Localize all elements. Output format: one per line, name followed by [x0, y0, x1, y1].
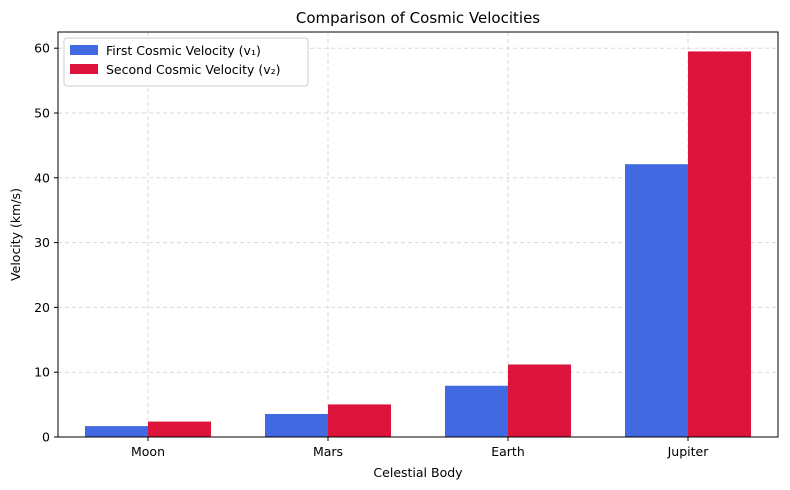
- legend: First Cosmic Velocity (v₁) Second Cosmic …: [63, 37, 309, 87]
- bar-v1-earth: [445, 385, 508, 437]
- bar-v1-moon: [85, 426, 148, 437]
- x-tick-label: Jupiter: [667, 444, 710, 459]
- bar-v2-jupiter: [688, 51, 751, 437]
- y-tick-label: 40: [34, 170, 50, 185]
- legend-label-v1: First Cosmic Velocity (v₁): [106, 43, 261, 58]
- y-axis-ticks: 0 10 20 30 40 50 60: [34, 41, 58, 445]
- legend-swatch-v1: [70, 45, 98, 55]
- plot-frame: [57, 31, 779, 438]
- x-tick-label: Moon: [131, 444, 165, 459]
- legend-label-v2: Second Cosmic Velocity (v₂): [106, 62, 281, 77]
- bars: [85, 51, 751, 437]
- legend-swatch-v2: [70, 64, 98, 74]
- legend-box: [63, 37, 309, 87]
- y-tick-label: 60: [34, 41, 50, 56]
- y-axis-label: Velocity (km/s): [8, 188, 23, 281]
- bar-v1-jupiter: [625, 164, 688, 437]
- y-tick-label: 0: [42, 430, 50, 445]
- bar-v2-earth: [508, 364, 571, 437]
- chart-title: Comparison of Cosmic Velocities: [296, 9, 540, 27]
- x-axis-label: Celestial Body: [373, 465, 463, 480]
- y-tick-label: 30: [34, 235, 50, 250]
- y-tick-label: 10: [34, 365, 50, 380]
- bar-v2-moon: [148, 421, 211, 437]
- bar-v1-mars: [265, 413, 328, 437]
- x-tick-label: Earth: [491, 444, 525, 459]
- y-tick-label: 50: [34, 106, 50, 121]
- bar-v2-mars: [328, 404, 391, 437]
- y-tick-label: 20: [34, 300, 50, 315]
- x-tick-label: Mars: [313, 444, 343, 459]
- x-axis-ticks: Moon Mars Earth Jupiter: [131, 437, 709, 459]
